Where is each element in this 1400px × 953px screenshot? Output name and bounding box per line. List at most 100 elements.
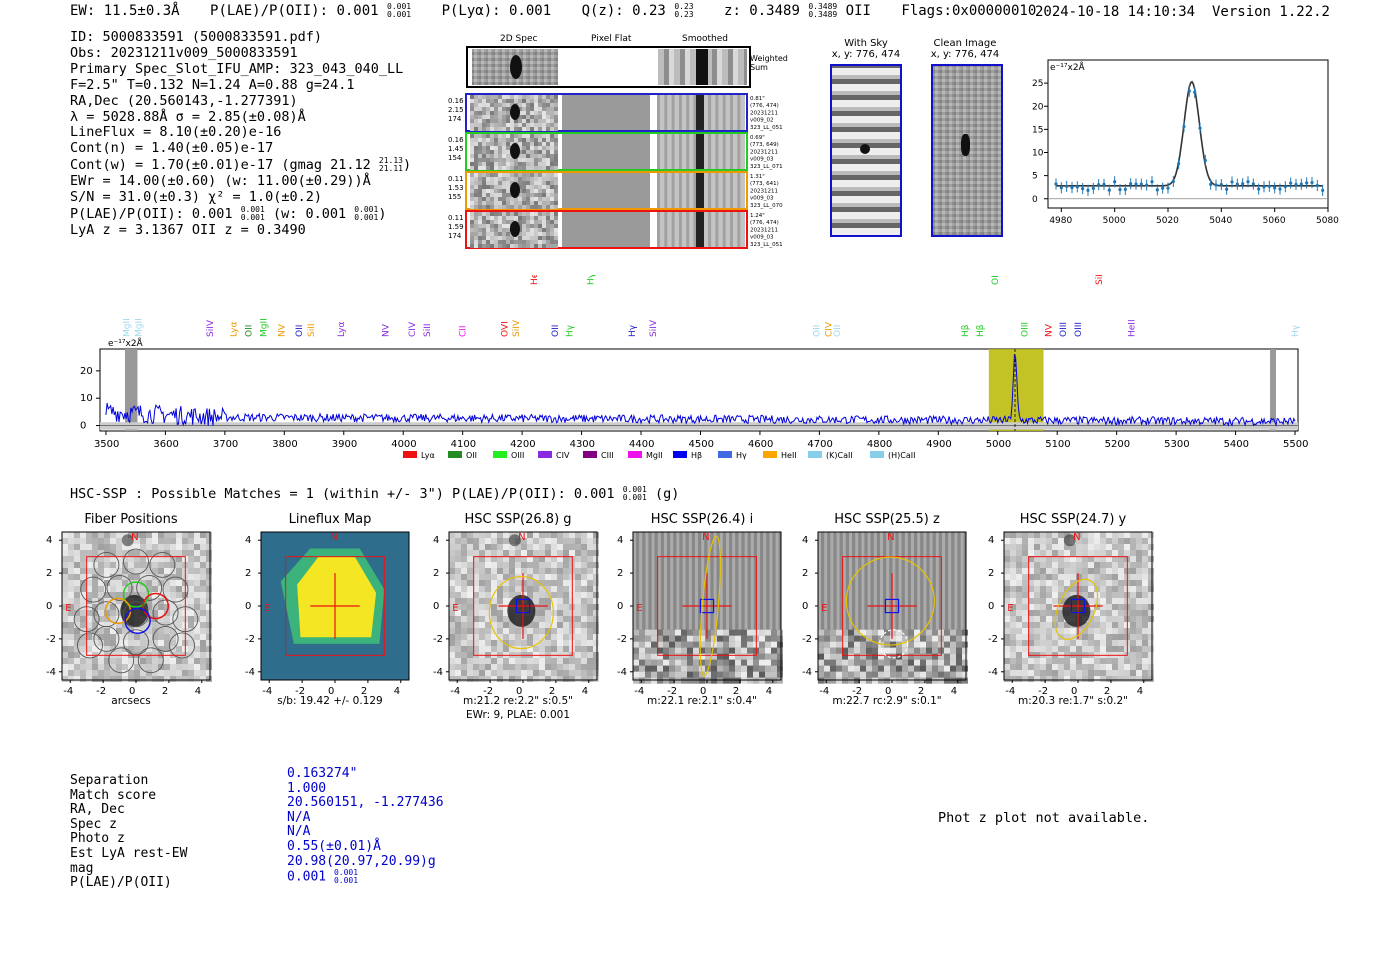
ew-rest: EWr = 14.00(±0.60) (w: 11.00(±0.29))Å [70,173,371,190]
legend-swatch [538,451,552,458]
line-label: OIII [1059,322,1069,337]
data-point [1107,188,1111,192]
fiber-meta: v009_03 [750,196,774,202]
xtick-label: 3700 [213,439,238,450]
xtick-label: 0 [1071,686,1077,697]
legend-label: (K)CaII [826,451,853,460]
lineflux: LineFlux = 8.10(±0.20)e-16 [70,124,282,141]
line-label: OVI [500,321,510,337]
match-box [699,598,715,614]
line-label: Lyα [337,321,347,337]
ytick-label: 2 [802,568,808,579]
cont-w: Cont(w) = 1.70(±0.01)e-17 (gmag 21.12 21… [70,156,412,174]
data-point [1129,182,1133,186]
xtick-label: -4 [450,686,460,697]
flags-value: Flags:0x00000010 [901,3,1037,19]
legend-swatch [763,451,777,458]
data-point [1113,180,1117,184]
ytick-label: 0 [1032,195,1038,205]
cutout-title: Lineflux Map [288,512,372,527]
line-label: NV [1044,323,1054,337]
line-label: OII [551,325,561,337]
spectrum-line [105,353,1296,427]
photz-note: Phot z plot not available. [938,810,1150,826]
east-marker: E [264,603,270,614]
xtick-label: -2 [852,686,862,697]
data-point [1209,182,1213,186]
line-label: CIV [408,321,418,337]
xtick-label: 5040 [1209,216,1232,226]
line-label: OII [245,325,255,337]
xtick-label: 5020 [1156,216,1179,226]
noise-band [100,422,1298,430]
ytick-label: -4 [433,667,443,678]
source-blob [507,594,536,627]
xtick-label: 5060 [1263,216,1286,226]
smoothed-line [696,95,704,130]
fiber-circle [123,548,149,575]
fiber-stat: 154 [448,154,462,162]
data-point [1289,181,1293,185]
xtick-label: -2 [295,686,305,697]
data-point [1150,180,1154,184]
aperture-box [86,556,186,656]
fiber-smoothed-image [657,134,745,169]
line-label: Lyα [230,321,240,337]
line-label: Hβ [961,324,971,337]
label-photo-z: Photo z [70,831,125,847]
fiber-blue [124,607,151,635]
with-sky-image [830,64,902,237]
plae-info: P(LAE)/P(OII): 0.001 0.001 0.001 (w: 0.00… [70,204,387,222]
data-point [1262,185,1266,189]
emission-blob [510,182,520,198]
fiber-stat: 0.16 [448,97,464,105]
value-plae: 0.001 0.001 0.001 [287,868,359,886]
cutout-title: HSC SSP(26.8) g [464,512,572,527]
xtick-label: -4 [63,686,73,697]
data-point [1118,188,1122,192]
value-lya-ew: 0.55(±0.01)Å [287,838,381,854]
ytick-label: -2 [433,634,443,645]
data-point [1321,188,1325,192]
ytick-label: -4 [617,667,627,678]
data-point [1305,181,1309,185]
ytick-label: 10 [80,393,93,404]
match-table: Separation Match score RA, Dec Spec z Ph… [70,766,444,891]
match-ellipse [488,575,554,650]
zoom-ylabel: e⁻¹⁷x2Å [1050,61,1086,73]
line-label: SiIV [649,319,659,337]
fiber-smoothed-image [657,212,745,247]
ytick-label: 4 [988,535,994,546]
ytick-label: 25 [1032,79,1043,89]
fiber-meta: 0.81" [750,96,765,102]
value-ra-dec: 20.560151, -1.277436 [287,795,444,811]
cutout-image: N E 4 2 0 -2 -4 -4 -2 0 2 4 [617,531,783,697]
smoothed-line [696,173,704,208]
fiber-stat: 155 [448,193,461,201]
ytick-label: 10 [1032,149,1044,159]
east-marker: E [452,603,458,614]
north-marker: N [131,532,138,543]
legend-label: (H)CaII [888,451,915,460]
data-point [1065,184,1069,188]
data-point [1155,188,1159,192]
qz-value: Q(z): 0.23 0.23 0.23 [581,2,694,20]
fiber-circle [136,574,163,601]
value-photo-z: N/A [287,824,311,840]
north-marker: N [887,532,894,543]
ytick-label: 2 [617,568,623,579]
clean-image-title: Clean Image x, y: 776, 474 [930,38,1000,60]
ytick-label: 5 [1032,172,1038,182]
data-point [1054,182,1058,186]
aperture-box [1028,556,1128,656]
hsc-cutouts: Fiber Positions N E 4 2 0 -2 -4 -4 -2 0 2 4 arcsecs Li… [46,510,1170,725]
ytick-label: -2 [46,634,56,645]
data-point [1299,182,1303,186]
fiber-meta: (773, 641) [750,181,779,187]
fiber-stat: 174 [448,115,462,123]
xtick-label: 5400 [1224,439,1249,450]
data-point [1059,186,1063,190]
xtick-label: 3600 [153,439,178,450]
signal-noise: S/N = 31.0(±0.3) χ² = 1.0(±0.2) [70,189,322,206]
